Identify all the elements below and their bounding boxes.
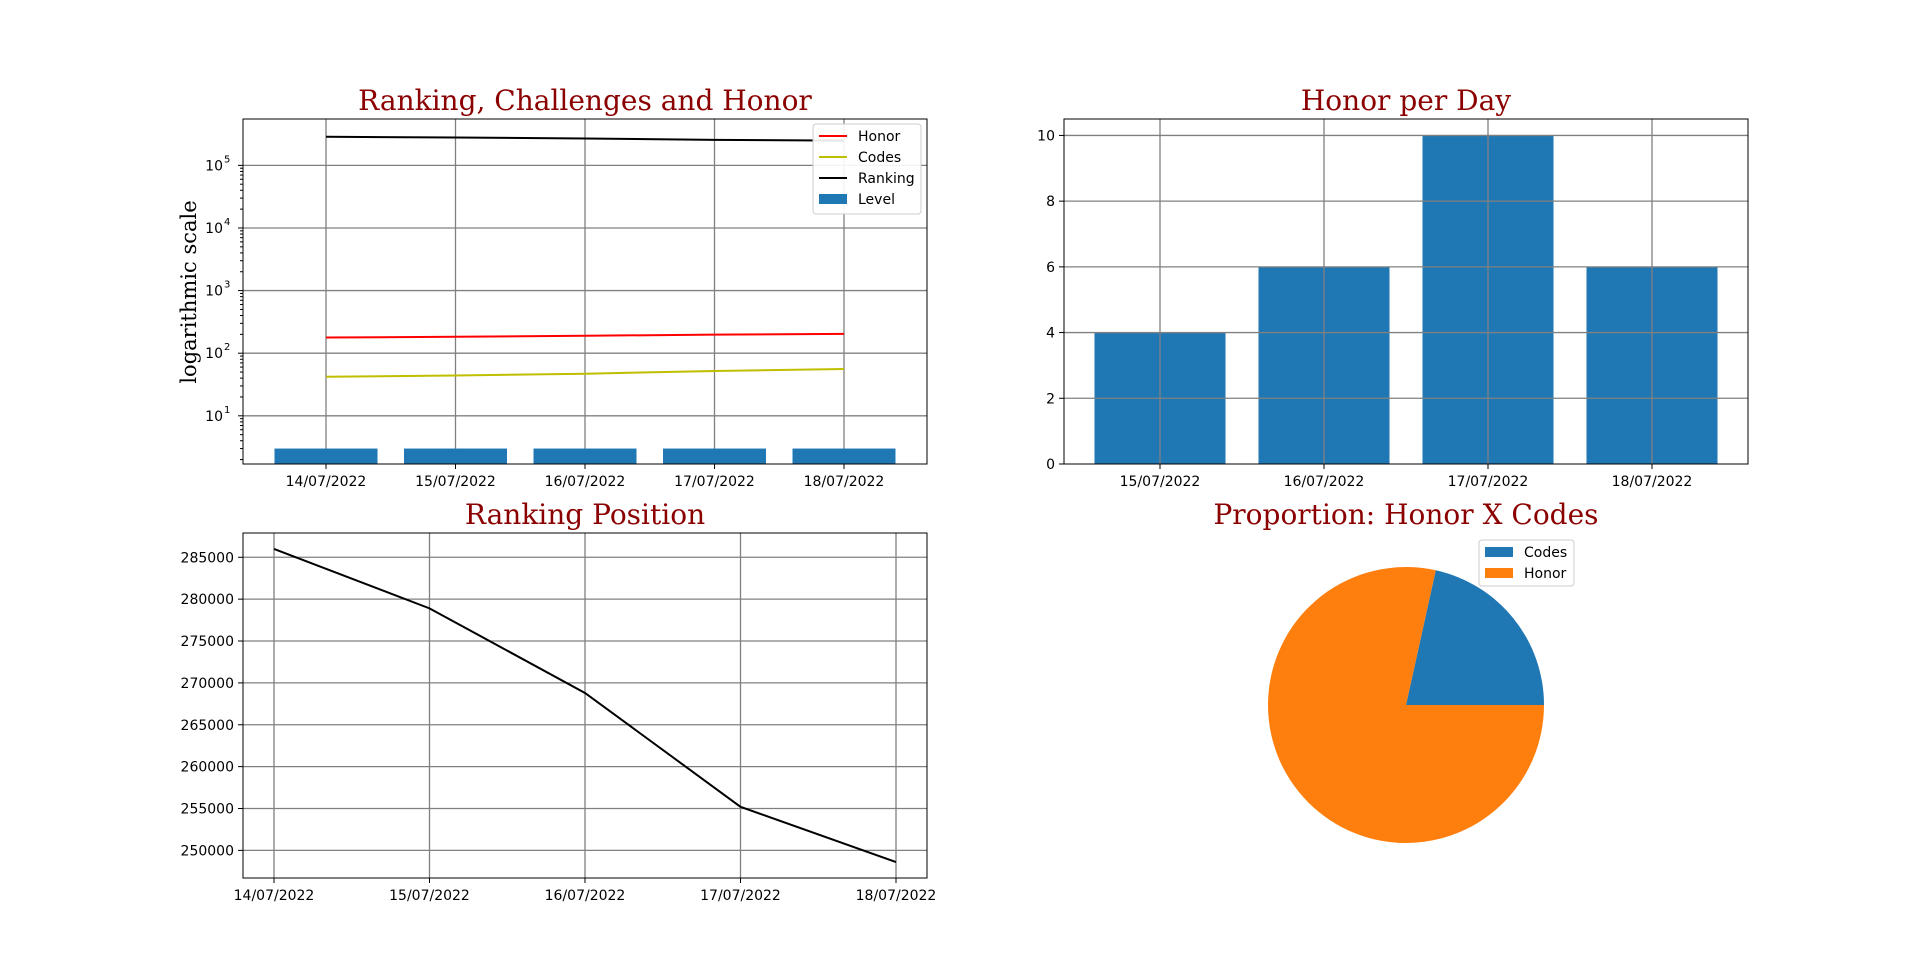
bar-level-15/07/2022: [404, 448, 507, 464]
plot-frame: [1063, 118, 1749, 465]
legend-label: Honor: [1524, 566, 1567, 582]
y-tick-label: 8: [1046, 194, 1055, 210]
y-tick-label: 250000: [181, 843, 234, 859]
y-tick-exponent: 4: [224, 217, 230, 228]
y-tick-label: 2: [1046, 391, 1055, 407]
x-tick-label: 14/07/2022: [234, 888, 315, 904]
y-tick-label: 10: [205, 158, 223, 174]
legend-label: Level: [858, 192, 895, 208]
y-tick-label: 265000: [181, 718, 234, 734]
y-tick-label: 285000: [181, 550, 234, 566]
x-tick-label: 15/07/2022: [1120, 474, 1201, 490]
x-tick-label: 17/07/2022: [700, 888, 781, 904]
y-tick-exponent: 1: [224, 405, 230, 416]
y-axis-label: logarithmic scale: [177, 200, 201, 383]
plot-frame: [242, 532, 928, 879]
series-line-ranking: [273, 547, 897, 864]
y-tick-label: 10: [205, 221, 223, 237]
pie-slice-codes: [1406, 570, 1544, 705]
y-tick-label: 10: [1037, 128, 1055, 144]
legend-label: Codes: [858, 150, 901, 166]
x-tick-label: 16/07/2022: [1284, 474, 1365, 490]
legend-swatch-codes: [1485, 547, 1513, 557]
y-tick-label: 275000: [181, 634, 234, 650]
bar-level-14/07/2022: [274, 448, 378, 464]
y-tick-label: 10: [205, 409, 223, 425]
y-tick-label: 255000: [181, 801, 234, 817]
chart-title: Ranking, Challenges and Honor: [358, 84, 812, 117]
legend: Honor Codes Ranking Level: [812, 123, 922, 215]
y-tick-label: 10: [205, 284, 223, 300]
y-tick-label: 270000: [181, 676, 234, 692]
bar-level-16/07/2022: [533, 448, 637, 464]
legend-label: Honor: [858, 129, 901, 145]
legend-label: Codes: [1524, 545, 1567, 561]
x-tick-label: 18/07/2022: [856, 888, 937, 904]
legend-label: Ranking: [858, 171, 915, 187]
proportion-pie-chart: Proportion: Honor X Codes Codes Honor: [1213, 498, 1599, 844]
x-tick-label: 15/07/2022: [415, 474, 496, 490]
y-tick-exponent: 2: [224, 342, 230, 353]
legend-swatch-honor: [1485, 568, 1513, 578]
series-line-honor: [325, 332, 845, 339]
y-tick-label: 4: [1046, 326, 1055, 342]
x-tick-label: 14/07/2022: [286, 474, 367, 490]
y-tick-exponent: 3: [224, 280, 230, 291]
x-tick-label: 17/07/2022: [1448, 474, 1529, 490]
x-tick-label: 15/07/2022: [389, 888, 470, 904]
pie-slice-honor: [1268, 567, 1544, 844]
chart-title: Proportion: Honor X Codes: [1213, 498, 1598, 531]
x-tick-label: 16/07/2022: [545, 888, 626, 904]
x-tick-label: 17/07/2022: [674, 474, 755, 490]
chart-title: Honor per Day: [1301, 84, 1511, 117]
legend-box: [812, 123, 922, 215]
x-tick-label: 18/07/2022: [1612, 474, 1693, 490]
y-tick-label: 260000: [181, 760, 234, 776]
y-tick-label: 280000: [181, 592, 234, 608]
ranking-position-chart: Ranking Position 14/07/2022 15/07/2022 16/…: [181, 498, 937, 904]
legend-swatch-level: [819, 194, 847, 204]
series-line-codes: [325, 367, 845, 378]
bar-level-18/07/2022: [792, 448, 896, 464]
chart-title: Ranking Position: [465, 498, 705, 531]
series-line-ranking: [325, 135, 845, 142]
y-tick-label: 6: [1046, 260, 1055, 276]
x-tick-label: 18/07/2022: [804, 474, 885, 490]
honor-per-day-chart: Honor per Day 15/07/2022 16/07/2022 17/07/…: [1037, 84, 1749, 490]
y-tick-label: 0: [1046, 457, 1055, 473]
x-tick-label: 16/07/2022: [545, 474, 626, 490]
legend: Codes Honor: [1478, 539, 1575, 587]
ranking-challenges-honor-chart: Ranking, Challenges and Honor logarithmi…: [177, 84, 928, 490]
y-tick-exponent: 5: [224, 154, 230, 165]
y-tick-label: 10: [205, 346, 223, 362]
plot-frame: [242, 118, 928, 465]
bar-level-17/07/2022: [663, 448, 766, 464]
